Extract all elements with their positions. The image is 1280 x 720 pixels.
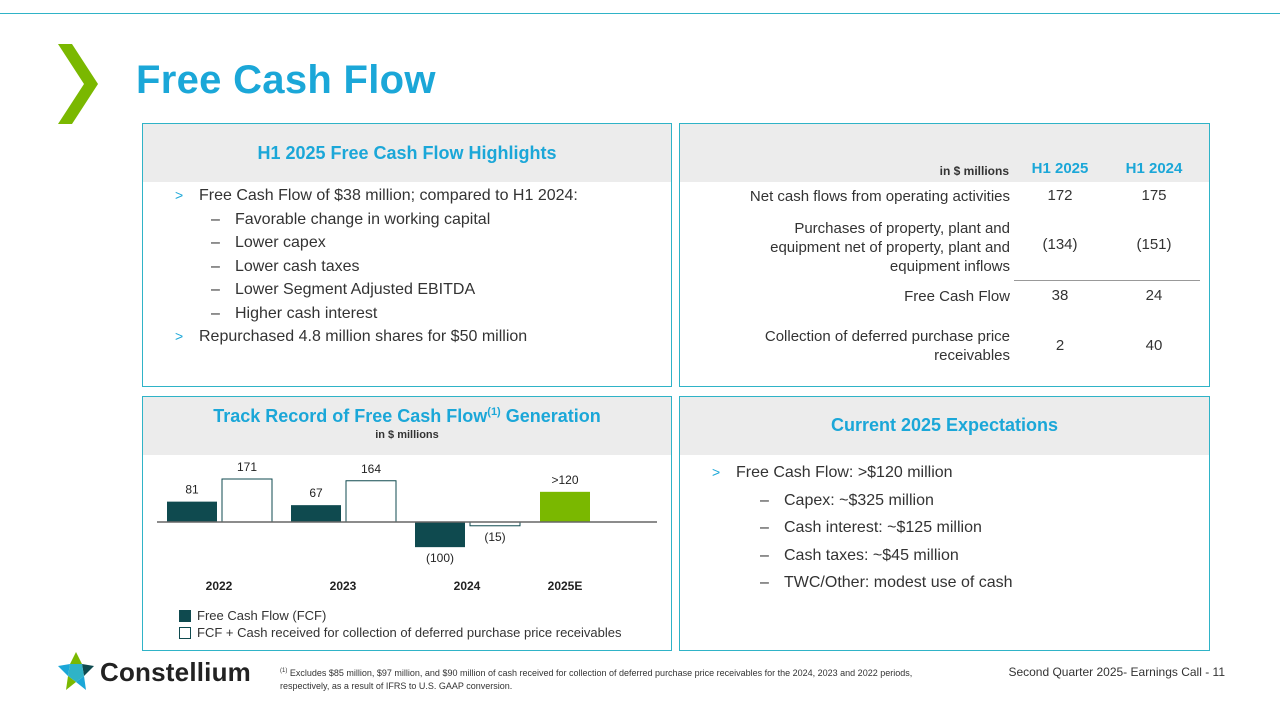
row-separator xyxy=(1014,280,1200,281)
highlight-subitem: – Lower cash taxes xyxy=(211,257,360,275)
highlights-list: > Free Cash Flow of $38 million; compare… xyxy=(143,184,671,349)
legend-item-fcf-plus-collections: FCF + Cash received for collection of de… xyxy=(179,624,622,641)
bar-fcf-plus-collections-2023 xyxy=(345,480,397,523)
expectation-subitem: – Capex: ~$325 million xyxy=(760,491,934,509)
bullet-arrow-icon: > xyxy=(175,328,184,344)
expectation-subitem: – Cash interest: ~$125 million xyxy=(760,519,982,536)
data-label: (100) xyxy=(426,551,454,565)
expectation-sublist: – Capex: ~$325 million – Cash interest: ~$… xyxy=(736,487,1209,597)
highlight-subitem: – Lower Segment Adjusted EBITDA xyxy=(211,281,476,298)
expectation-subitem: – TWC/Other: modest use of cash xyxy=(760,574,1013,591)
data-label: 164 xyxy=(361,462,381,476)
category-label: 2025E xyxy=(548,579,583,593)
constellium-logo-icon xyxy=(58,652,94,690)
expectations-panel: Current 2025 Expectations > Free Cash Fl… xyxy=(679,396,1210,651)
legend-item-fcf: Free Cash Flow (FCF) xyxy=(179,607,622,624)
highlight-item: > Free Cash Flow of $38 million; compare… xyxy=(175,184,671,325)
expectation-subitem: – Cash taxes: ~$45 million xyxy=(760,546,959,564)
cell-value: 24 xyxy=(1145,287,1163,304)
data-label: (15) xyxy=(484,530,505,544)
category-label: 2022 xyxy=(206,579,233,593)
fcf-bar-chart: 81 171 2022 67 164 2023 (100) (15) 2024 >120 2025E xyxy=(157,460,657,593)
bar-fcf-2022 xyxy=(167,501,217,522)
data-label: >120 xyxy=(551,473,578,487)
data-label: 67 xyxy=(309,486,323,500)
cell-value: 38 xyxy=(1051,287,1069,304)
data-label: 81 xyxy=(185,483,199,497)
table-unit-label: in $ millions xyxy=(939,164,1009,178)
company-logo-text: Constellium xyxy=(100,657,251,687)
bullet-arrow-icon: > xyxy=(712,464,721,480)
row-label: Purchases of property, plant and equipme… xyxy=(770,220,1010,275)
column-header: H1 2024 xyxy=(1125,160,1183,177)
page-title: Free Cash Flow xyxy=(136,58,436,102)
bar-fcf-plus-collections-2022 xyxy=(221,478,273,523)
data-label: 171 xyxy=(237,460,257,474)
bar-fcf-2024 xyxy=(415,522,465,548)
column-header: H1 2025 xyxy=(1031,160,1089,177)
cash-flow-table-panel: in $ millions H1 2025 H1 2024 Net cash f… xyxy=(679,123,1210,387)
cell-value: 175 xyxy=(1141,187,1167,204)
chevron-icon xyxy=(58,44,98,124)
cell-value: 2 xyxy=(1055,337,1065,354)
highlight-sublist: – Favorable change in working capital – Lo… xyxy=(199,208,671,326)
cell-value: 172 xyxy=(1047,187,1073,204)
highlight-subitem: – Lower capex xyxy=(211,234,326,251)
track-record-chart-panel: Track Record of Free Cash Flow(1) Genera… xyxy=(142,396,672,651)
category-label: 2024 xyxy=(454,579,481,593)
highlight-item: > Repurchased 4.8 million shares for $50… xyxy=(175,325,671,349)
footnote: (1) Excludes $85 million, $97 million, a… xyxy=(280,668,913,691)
chart-unit-label: in $ millions xyxy=(375,429,439,441)
cell-value: 40 xyxy=(1145,337,1163,354)
chart-title: Track Record of Free Cash Flow(1) Genera… xyxy=(213,406,601,426)
bar-fcf-2023 xyxy=(291,505,341,522)
table-header: in $ millions H1 2025 H1 2024 xyxy=(680,124,1209,182)
expectations-list: > Free Cash Flow: >$120 million – Capex: … xyxy=(680,459,1209,597)
top-rule xyxy=(0,13,1280,14)
highlight-subitem: – Higher cash interest xyxy=(211,304,378,322)
highlights-panel: H1 2025 Free Cash Flow Highlights > Free… xyxy=(142,123,672,387)
page-footer-label: Second Quarter 2025- Earnings Call - 11 xyxy=(1008,665,1225,679)
legend-swatch xyxy=(179,609,191,622)
cell-value: (151) xyxy=(1136,236,1172,253)
legend-swatch xyxy=(179,626,191,639)
highlight-subitem: – Favorable change in working capital xyxy=(211,210,491,228)
expectation-item: > Free Cash Flow: >$120 million – Capex: … xyxy=(712,459,1209,597)
bullet-arrow-icon: > xyxy=(175,187,184,203)
chart-heading: Track Record of Free Cash Flow(1) Genera… xyxy=(143,397,671,455)
bar-fcf-2025E xyxy=(540,491,590,522)
expectations-heading: Current 2025 Expectations xyxy=(680,397,1209,455)
row-label: Net cash flows from operating activities xyxy=(749,188,1010,205)
cell-value: (134) xyxy=(1042,236,1078,253)
highlights-heading: H1 2025 Free Cash Flow Highlights xyxy=(143,124,671,182)
category-label: 2023 xyxy=(330,579,357,593)
chart-legend: Free Cash Flow (FCF) FCF + Cash received… xyxy=(179,607,622,641)
row-label: Free Cash Flow xyxy=(904,288,1010,305)
row-label: Collection of deferred purchase price re… xyxy=(764,328,1010,364)
